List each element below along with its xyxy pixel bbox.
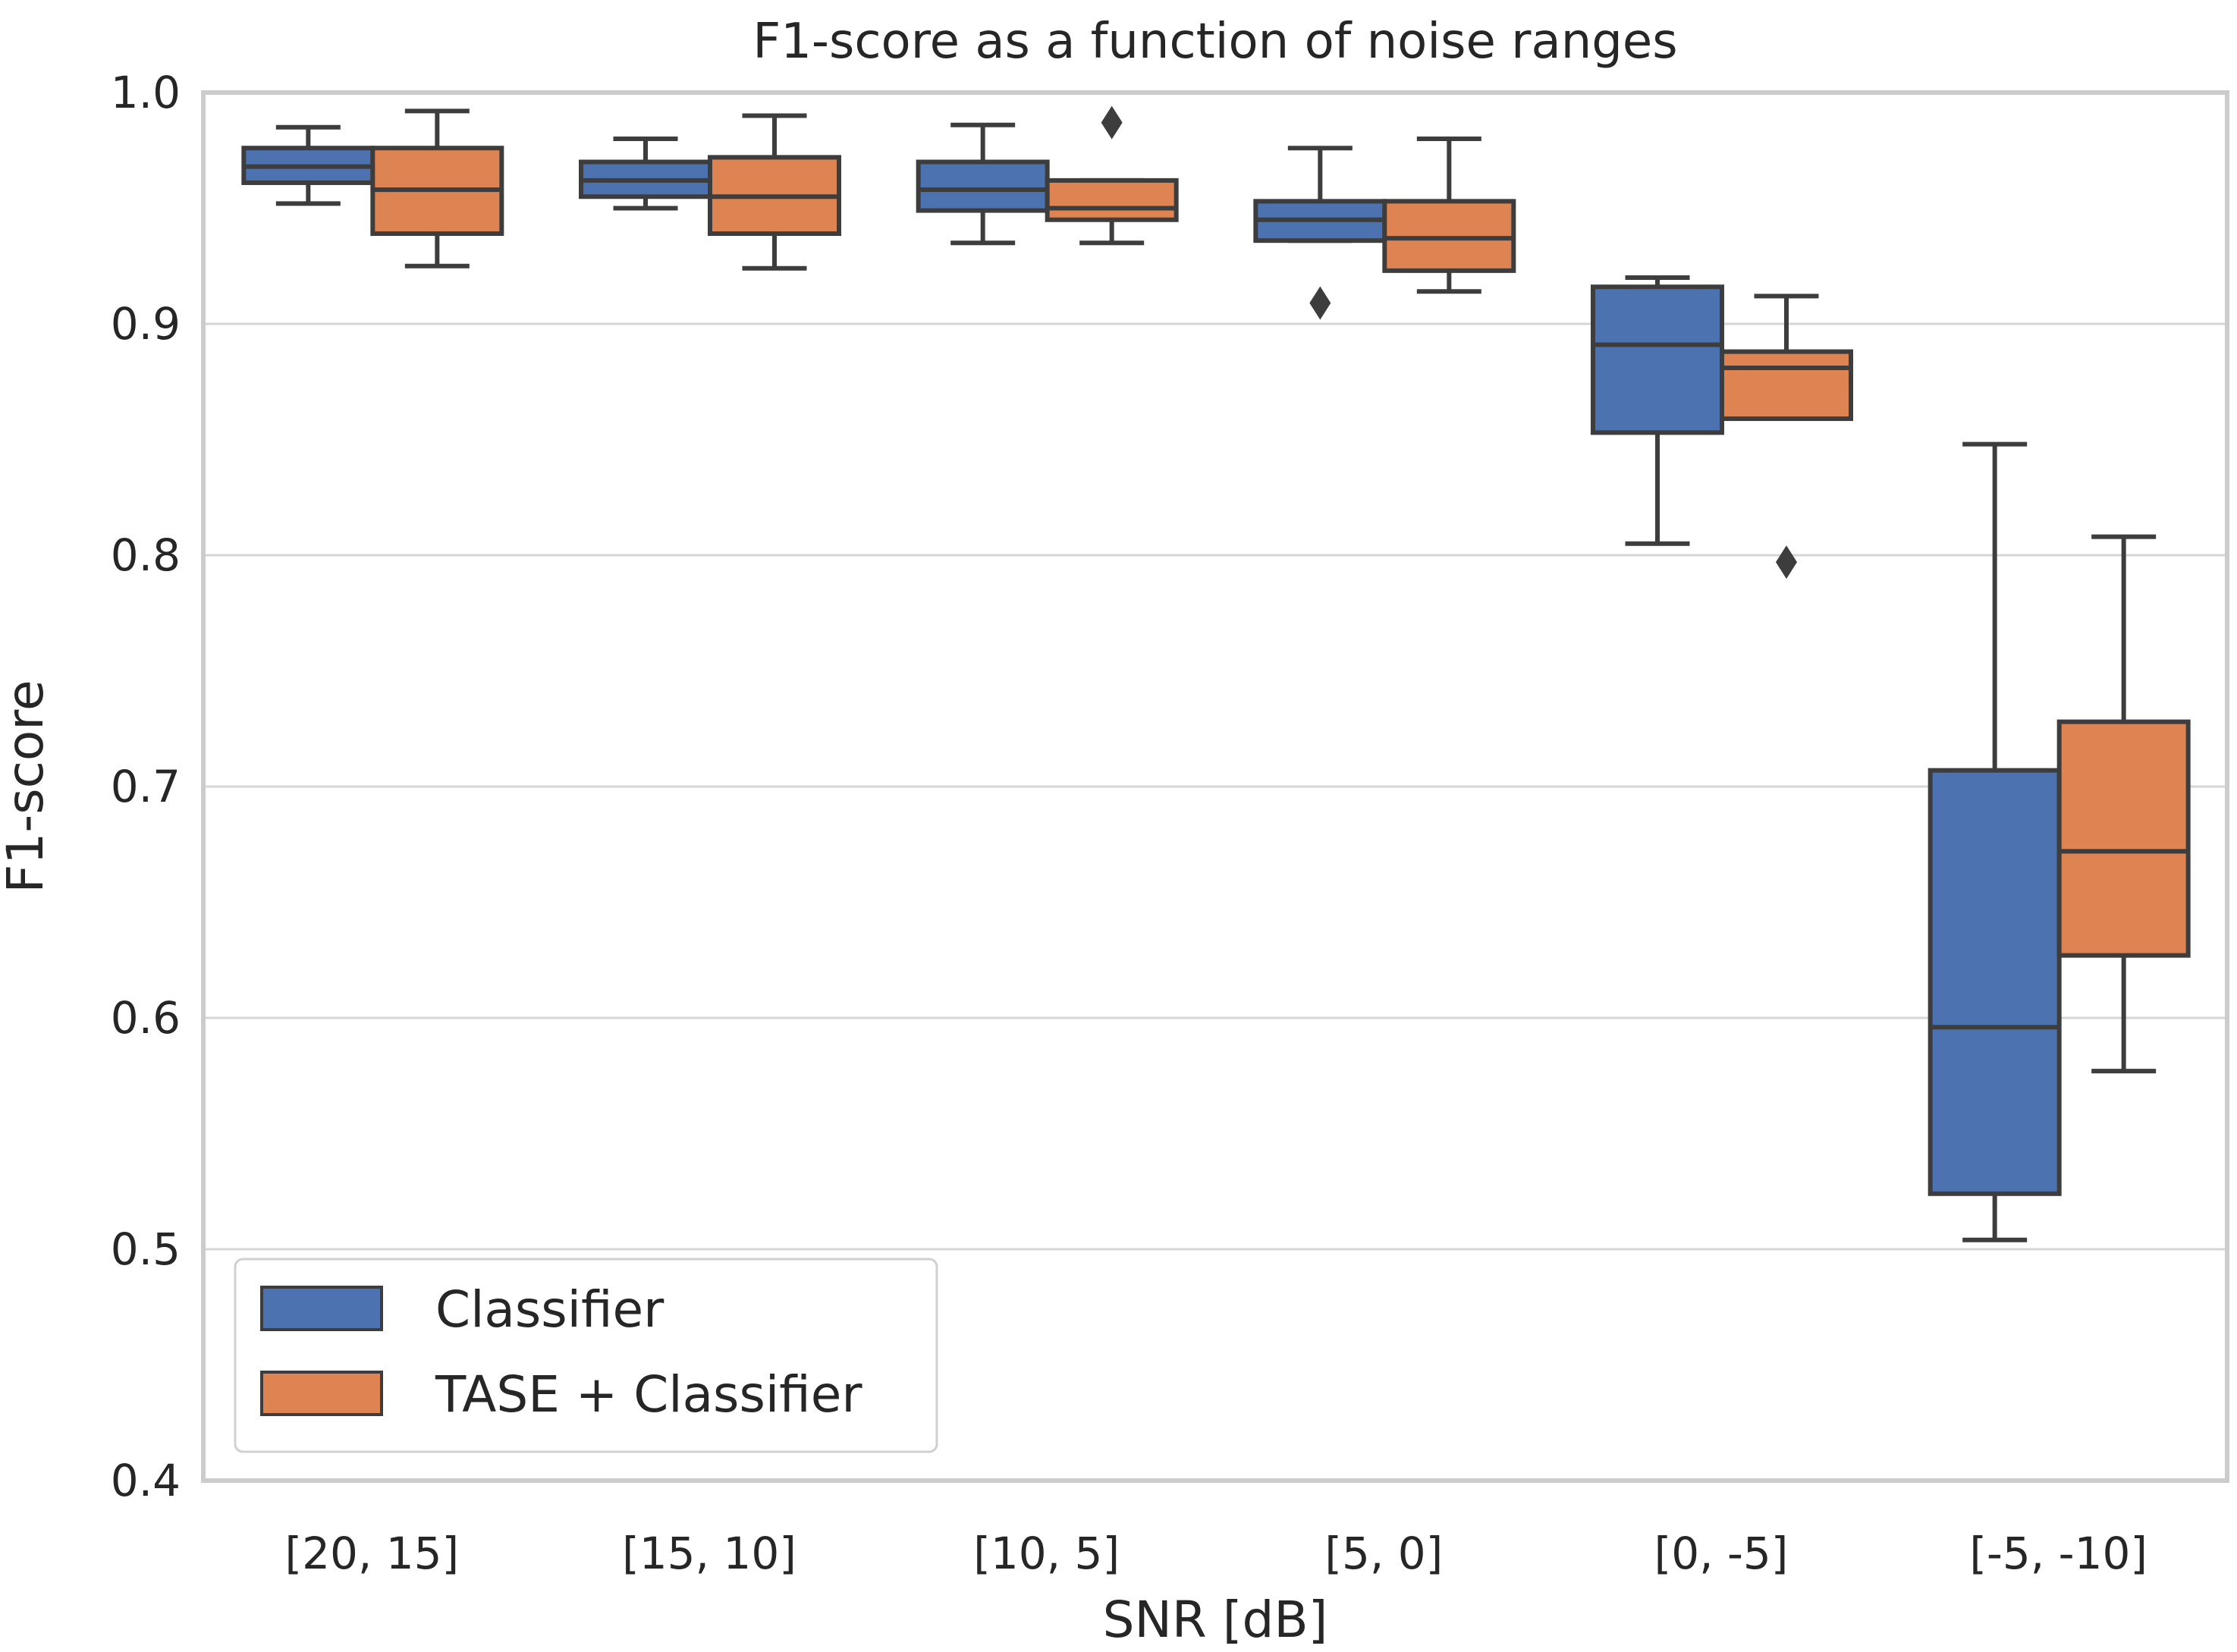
outlier-marker — [1776, 545, 1797, 579]
x-tick-label: [20, 15] — [284, 1528, 459, 1579]
legend-label-tase-classifier: TASE + Classifier — [435, 1365, 862, 1424]
box-body — [1720, 349, 1853, 422]
y-tick-label: 0.4 — [111, 1455, 181, 1506]
outlier-marker — [1101, 105, 1123, 140]
y-tick-label: 1.0 — [111, 67, 181, 118]
outlier-marker — [1309, 286, 1331, 320]
y-tick-label: 0.9 — [111, 298, 181, 350]
box-group — [1045, 105, 1179, 246]
x-tick-label: [0, -5] — [1654, 1528, 1789, 1579]
y-tick-label: 0.8 — [111, 529, 181, 581]
y-tick-label: 0.6 — [111, 992, 181, 1044]
box-body — [1045, 177, 1179, 222]
legend-swatch-classifier — [260, 1286, 383, 1331]
x-tick-label: [5, 0] — [1324, 1528, 1443, 1579]
y-tick-label: 0.7 — [111, 761, 181, 812]
box-layer — [241, 105, 2191, 1242]
box-group — [708, 113, 841, 271]
box-group — [1928, 441, 2062, 1242]
box-body — [2056, 719, 2191, 958]
plot-frame — [201, 90, 2229, 1483]
box-group — [916, 122, 1050, 246]
box-body — [1591, 284, 1724, 435]
y-axis-label: F1-score — [0, 680, 55, 893]
legend: Classifier TASE + Classifier — [234, 1258, 938, 1453]
x-tick-label: [-5, -10] — [1969, 1528, 2147, 1579]
legend-label-classifier: Classifier — [435, 1280, 665, 1339]
tick-layer: 0.4 0.5 0.6 0.7 0.8 0.9 1.0 [20, 15] [15, 10] [10… — [111, 67, 2147, 1579]
box-body — [1382, 199, 1516, 273]
x-axis-label: SNR [dB] — [1103, 1591, 1328, 1649]
box-group — [370, 108, 504, 269]
legend-frame — [234, 1258, 938, 1453]
box-body — [916, 159, 1050, 213]
box-group — [1591, 275, 1724, 546]
box-group — [1720, 294, 1853, 579]
legend-swatch-tase-classifier — [260, 1371, 383, 1416]
box-body — [1928, 768, 2062, 1196]
box-group — [1253, 146, 1387, 320]
y-tick-label: 0.5 — [111, 1223, 181, 1275]
box-group — [2056, 534, 2191, 1074]
box-group — [1382, 137, 1516, 294]
box-group — [579, 137, 712, 211]
chart-title: F1-score as a function of noise ranges — [752, 14, 1677, 70]
x-tick-label: [15, 10] — [622, 1528, 796, 1579]
x-tick-label: [10, 5] — [973, 1528, 1120, 1579]
